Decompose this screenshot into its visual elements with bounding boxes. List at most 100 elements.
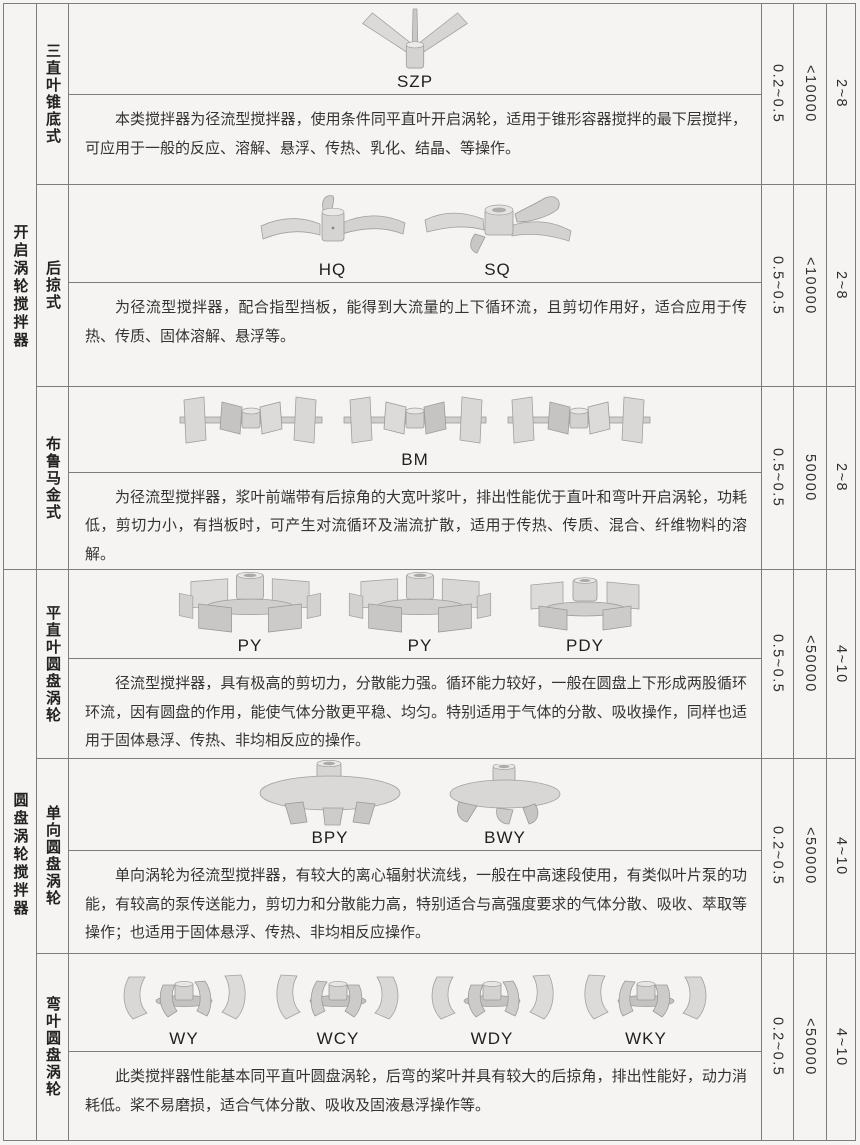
row-description: 此类搅拌器性能基本同平直叶圆盘涡轮，后弯的桨叶并具有较大的后掠角，排出性能好，动… xyxy=(85,1068,747,1114)
value-label: 0.2~0.5 xyxy=(769,826,786,886)
value-cell-viscosity-row5: <50000 xyxy=(793,758,826,953)
main-cell-row1: SZP 本类搅拌器为径流型搅拌器，使用条件同平直叶开启涡轮，适用于锥形容器搅拌的… xyxy=(68,4,761,184)
image-zone-row6: WY WCY WDY WKY xyxy=(69,954,761,1052)
type-label: 单向圆盘涡轮 xyxy=(44,805,61,907)
value-cell-speed-row2: 2~8 xyxy=(826,184,855,386)
value-label: 50000 xyxy=(802,454,818,502)
model-label: WKY xyxy=(625,1029,667,1048)
value-cell-ratio-row6: 0.2~0.5 xyxy=(761,953,793,1140)
value-label: <50000 xyxy=(802,827,818,885)
model-label: PY xyxy=(407,636,433,655)
row-description: 为径流型搅拌器，浆叶前端带有后掠角的大宽叶浆叶，排出性能优于直叶和弯叶开启涡轮，… xyxy=(85,488,747,563)
value-label: 2~8 xyxy=(833,270,849,301)
value-label: 4~10 xyxy=(833,836,849,876)
value-label: 2~8 xyxy=(833,463,849,493)
value-label: 0.2~0.5 xyxy=(769,1017,786,1077)
model-label: BWY xyxy=(484,828,526,847)
type-cell-row1: 三直叶锥底式 xyxy=(36,4,68,184)
type-cell-row5: 单向圆盘涡轮 xyxy=(36,758,68,953)
main-cell-row4: PY PY PDY 径流型搅拌器，具有极高的剪切力，分散能力强。循环能力较好，一… xyxy=(68,569,761,758)
value-label: <10000 xyxy=(802,256,818,315)
impeller-wy-image xyxy=(119,969,249,1027)
model-label: BPY xyxy=(311,828,349,847)
impeller-figure: WCY xyxy=(273,969,403,1051)
value-cell-ratio-row5: 0.2~0.5 xyxy=(761,758,793,953)
impeller-figure: WKY xyxy=(581,969,711,1051)
group-cell-open-turbine: 开启涡轮搅拌器 xyxy=(4,4,36,569)
impeller-bpy-image xyxy=(255,760,405,826)
impeller-figure: BM xyxy=(176,388,654,472)
value-label: <10000 xyxy=(802,65,818,123)
impeller-py-1-image xyxy=(175,572,325,634)
value-cell-ratio-row1: 0.2~0.5 xyxy=(761,4,793,184)
impeller-wky-image xyxy=(581,969,711,1027)
model-label: SZP xyxy=(396,72,434,91)
group-label: 圆盘涡轮搅拌器 xyxy=(11,792,29,918)
value-cell-speed-row6: 4~10 xyxy=(826,953,855,1140)
row-description: 为径流型搅拌器，配合指型挡板，能得到大流量的上下循环流，且剪切作用好，适合应用于… xyxy=(85,299,747,345)
impeller-py-2-image xyxy=(345,572,495,634)
value-cell-viscosity-row4: <50000 xyxy=(793,569,826,758)
impeller-pdy-image xyxy=(515,576,655,634)
impeller-figure: WDY xyxy=(427,969,557,1051)
value-label: 0.5~0.5 xyxy=(769,448,786,508)
type-label: 平直叶圆盘涡轮 xyxy=(44,604,61,724)
model-label: WDY xyxy=(470,1029,514,1048)
value-label: 4~10 xyxy=(833,644,849,684)
image-zone-row3: BM xyxy=(69,387,761,473)
type-cell-row6: 弯叶圆盘涡轮 xyxy=(36,953,68,1140)
value-label: 0.2~0.5 xyxy=(769,64,786,124)
model-label: BM xyxy=(401,449,429,469)
row-description: 本类搅拌器为径流型搅拌器，使用条件同平直叶开启涡轮，适用于锥形容器搅拌的最下层搅… xyxy=(85,111,747,157)
value-cell-ratio-row4: 0.5~0.5 xyxy=(761,569,793,758)
impeller-figure: PDY xyxy=(515,576,655,658)
value-cell-viscosity-row3: 50000 xyxy=(793,386,826,569)
row-description: 径流型搅拌器，具有极高的剪切力，分散能力强。循环能力较好，一般在圆盘上下形成两股… xyxy=(85,675,747,749)
group-cell-disc-turbine: 圆盘涡轮搅拌器 xyxy=(4,569,36,1140)
value-cell-ratio-row2: 0.5~0.5 xyxy=(761,184,793,386)
value-label: 4~10 xyxy=(833,1027,849,1067)
value-label: 0.5~0.5 xyxy=(769,634,786,694)
value-cell-ratio-row3: 0.5~0.5 xyxy=(761,386,793,569)
value-label: <50000 xyxy=(802,635,818,693)
impeller-figure: HQ xyxy=(258,192,408,282)
impeller-wcy-image xyxy=(273,969,403,1027)
impeller-bm-3-image xyxy=(504,388,654,448)
impeller-figure: BPY xyxy=(255,760,405,850)
type-cell-row3: 布鲁马金式 xyxy=(36,386,68,569)
value-cell-speed-row5: 4~10 xyxy=(826,758,855,953)
value-cell-speed-row3: 2~8 xyxy=(826,386,855,569)
model-label: PY xyxy=(237,636,263,655)
value-cell-speed-row4: 4~10 xyxy=(826,569,855,758)
value-cell-viscosity-row2: <10000 xyxy=(793,184,826,386)
main-cell-row2: HQ SQ 为径流型搅拌器，配合指型挡板，能得到大流量的上下循环流，且剪切作用好… xyxy=(68,184,761,386)
type-label: 三直叶锥底式 xyxy=(44,43,61,145)
image-zone-row1: SZP xyxy=(69,4,761,95)
image-zone-row4: PY PY PDY xyxy=(69,570,761,659)
value-cell-viscosity-row1: <10000 xyxy=(793,4,826,184)
image-zone-row5: BPY BWY xyxy=(69,759,761,851)
value-label: 0.5~0.5 xyxy=(769,255,786,316)
main-cell-row6: WY WCY WDY WKY 此类搅拌器性能基本同平直叶圆盘涡轮，后弯的桨叶并具… xyxy=(68,953,761,1140)
bm-image-group xyxy=(176,388,654,448)
value-label: 2~8 xyxy=(833,79,849,109)
value-label: <50000 xyxy=(802,1018,818,1076)
impeller-figure: SZP xyxy=(355,8,475,94)
type-cell-row2: 后掠式 xyxy=(36,184,68,386)
impeller-bm-1-image xyxy=(176,388,326,448)
main-cell-row3: BM 为径流型搅拌器，浆叶前端带有后掠角的大宽叶浆叶，排出性能优于直叶和弯叶开启… xyxy=(68,386,761,569)
value-cell-speed-row1: 2~8 xyxy=(826,4,855,184)
model-label: WCY xyxy=(316,1029,360,1048)
type-label: 布鲁马金式 xyxy=(44,435,61,521)
impeller-catalog-table: 开启涡轮搅拌器 圆盘涡轮搅拌器 三直叶锥底式 SZP 本类搅拌器为径流型搅拌器，… xyxy=(3,3,856,1141)
impeller-figure: PY xyxy=(175,572,325,658)
impeller-sq-image xyxy=(423,192,573,258)
model-label: HQ xyxy=(318,260,347,279)
impeller-figure: SQ xyxy=(423,192,573,282)
impeller-wdy-image xyxy=(427,969,557,1027)
impeller-figure: BWY xyxy=(435,764,575,850)
impeller-figure: PY xyxy=(345,572,495,658)
impeller-figure: WY xyxy=(119,969,249,1051)
value-cell-viscosity-row6: <50000 xyxy=(793,953,826,1140)
